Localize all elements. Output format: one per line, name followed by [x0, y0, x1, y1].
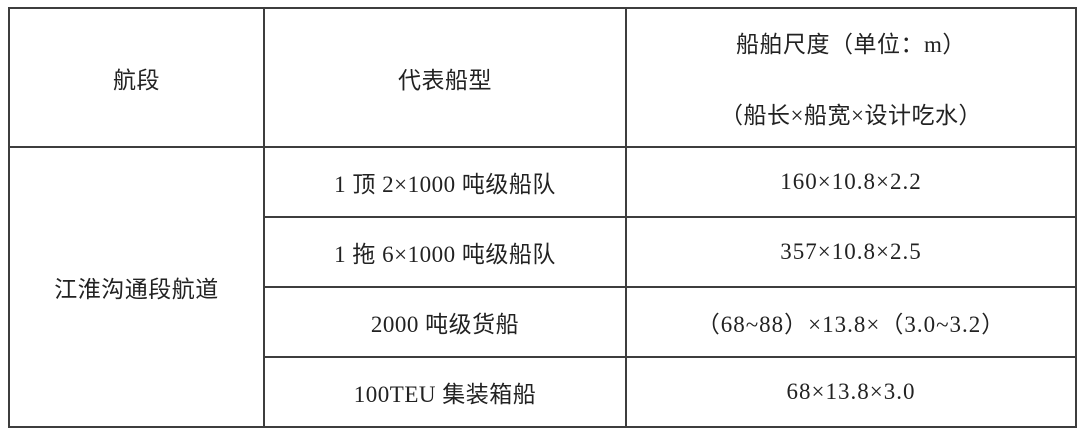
- cell-dimensions: （68~88）×13.8×（3.0~3.2）: [625, 286, 1077, 358]
- header-cell-waterway-section: 航段: [8, 7, 265, 148]
- ship-dimensions-header-unit: 船舶尺度（单位：m）: [736, 32, 966, 57]
- header-label-ship-type: 代表船型: [398, 67, 492, 93]
- dimensions-value: 160×10.8×2.2: [780, 169, 922, 194]
- header-cell-ship-type: 代表船型: [263, 7, 627, 148]
- ship-dimensions-header: 船舶尺度（单位：m） （船长×船宽×设计吃水）: [627, 25, 1075, 130]
- header-label-waterway-section: 航段: [113, 67, 160, 93]
- cell-dimensions: 68×13.8×3.0: [625, 356, 1077, 428]
- cell-ship-type: 1 拖 6×1000 吨级船队: [263, 216, 627, 288]
- ship-type-value: 2000 吨级货船: [370, 312, 520, 337]
- cell-ship-type: 1 顶 2×1000 吨级船队: [263, 146, 627, 218]
- ship-type-value: 1 顶 2×1000 吨级船队: [334, 172, 556, 197]
- dimensions-value: 68×13.8×3.0: [786, 379, 916, 404]
- header-cell-ship-dimensions: 船舶尺度（单位：m） （船长×船宽×设计吃水）: [625, 7, 1077, 148]
- dimensions-value: 357×10.8×2.5: [780, 239, 922, 264]
- table-row: 1 拖 6×1000 吨级船队 357×10.8×2.5: [9, 216, 1077, 288]
- ship-type-value: 1 拖 6×1000 吨级船队: [334, 242, 556, 267]
- table-header-row: 航段 代表船型 船舶尺度（单位：m） （船长×船宽×设计吃水）: [8, 7, 1077, 148]
- table-row: 江淮沟通段航道 1 顶 2×1000 吨级船队 160×10.8×2.2: [8, 146, 1077, 428]
- dimensions-value: （68~88）×13.8×（3.0~3.2）: [696, 312, 1006, 337]
- table-row: 100TEU 集装箱船 68×13.8×3.0: [9, 356, 1077, 428]
- cell-dimensions: 160×10.8×2.2: [625, 146, 1077, 218]
- cell-dimensions: 357×10.8×2.5: [625, 216, 1077, 288]
- cell-ship-type: 2000 吨级货船: [263, 286, 627, 358]
- waterway-section-label: 江淮沟通段航道: [54, 277, 219, 302]
- cell-waterway-section: 江淮沟通段航道: [8, 146, 265, 428]
- ship-type-value: 100TEU 集装箱船: [353, 382, 537, 407]
- table-row: 2000 吨级货船 （68~88）×13.8×（3.0~3.2）: [9, 286, 1077, 358]
- ship-dimension-table: 航段 代表船型 船舶尺度（单位：m） （船长×船宽×设计吃水） 江淮沟通段航道: [8, 7, 1077, 428]
- cell-ship-type: 100TEU 集装箱船: [263, 356, 627, 428]
- ship-dimensions-header-formula: （船长×船宽×设计吃水）: [720, 103, 982, 128]
